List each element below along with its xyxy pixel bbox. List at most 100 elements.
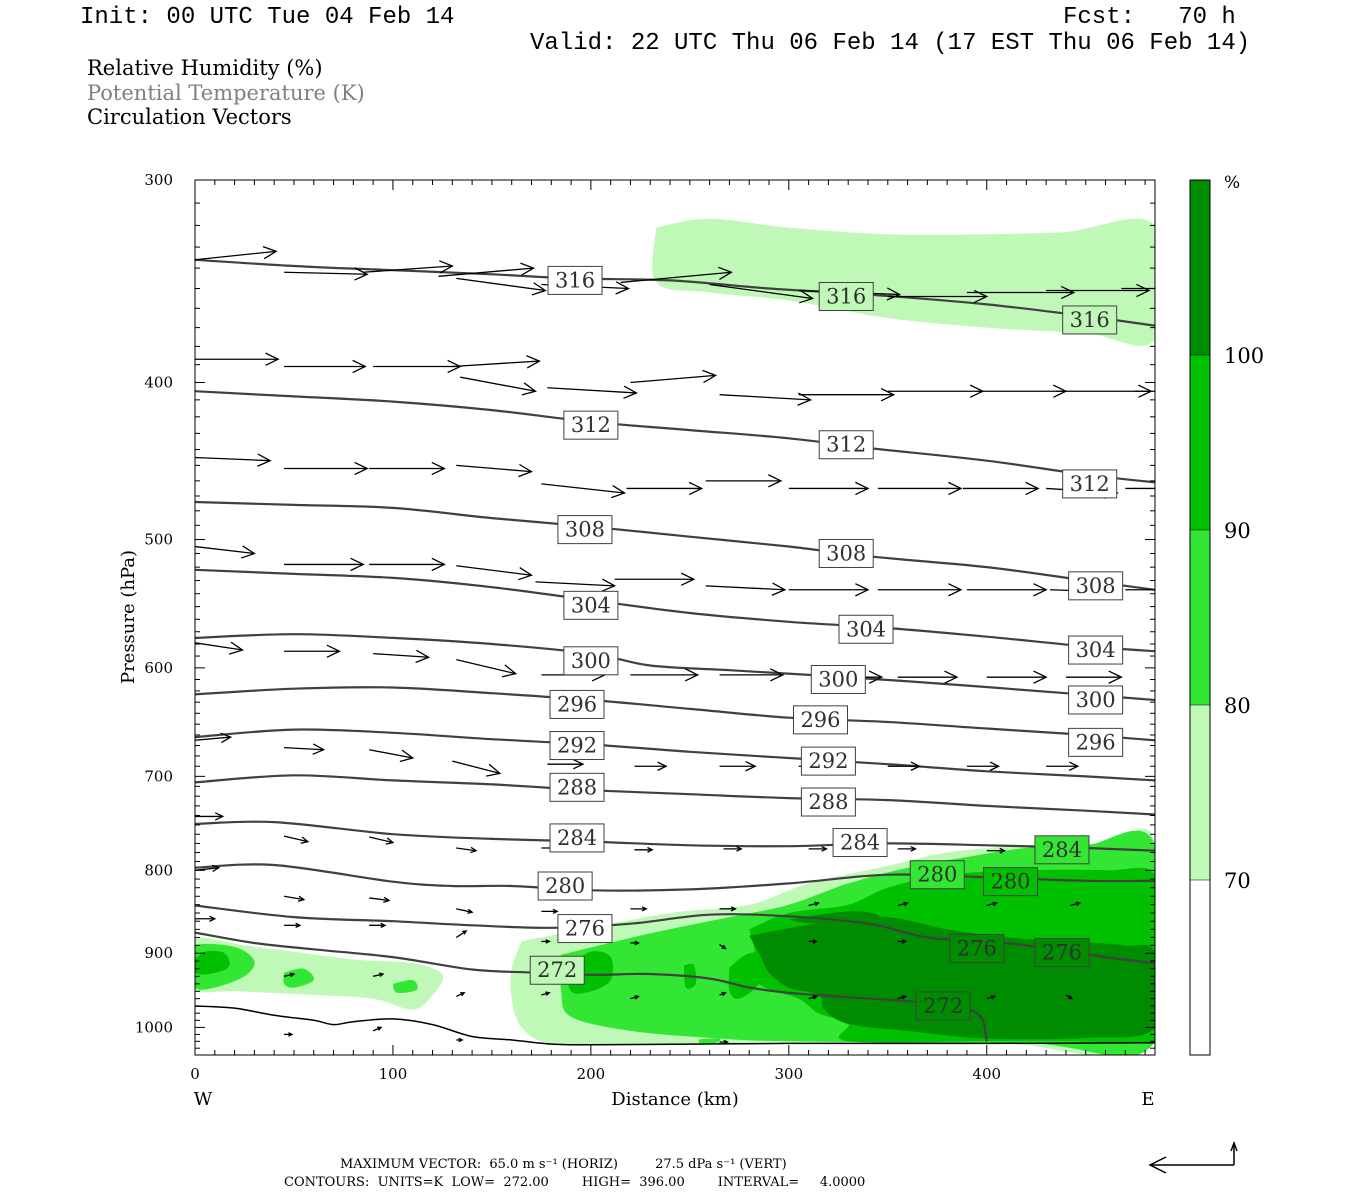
circulation-vector [808,901,820,907]
svg-text:300: 300 [1076,688,1116,712]
contour-label-272: 272 [915,991,971,1021]
contour-label-280: 280 [909,860,965,890]
y-tick-label: 400 [144,373,173,391]
circulation-vector [897,901,910,907]
circulation-vector [547,758,585,770]
contour-label-284: 284 [549,823,605,853]
contour-label-284: 284 [1034,835,1090,865]
circulation-vector [541,991,551,996]
circulation-vector [719,760,757,772]
reference-vector [1148,1140,1238,1174]
colorbar-band [1190,880,1210,1055]
theta-contour-304 [195,568,1155,653]
rh-region-80 [392,979,418,994]
rh-region-100 [788,911,880,923]
circulation-vector [456,846,478,854]
contour-label-304: 304 [1068,635,1124,665]
circulation-vector [456,463,533,478]
svg-text:280: 280 [917,863,957,887]
circulation-vector [195,732,233,744]
svg-text:316: 316 [1070,308,1110,332]
circulation-vector [788,481,870,496]
y-tick-label: 800 [144,861,173,879]
circulation-vector [887,384,985,398]
colorbar-unit-label: % [1224,173,1240,193]
circulation-vector [438,262,535,277]
contour-label-300: 300 [1068,685,1124,715]
circulation-vector [456,908,474,914]
circulation-vector [887,761,921,771]
svg-text:316: 316 [555,268,595,292]
theta-contour-316 [195,258,1155,327]
contour-label-276: 276 [949,934,1005,964]
circulation-vector [372,972,385,978]
svg-text:296: 296 [800,708,840,732]
contour-label-316: 316 [1062,305,1118,335]
svg-text:312: 312 [826,433,866,457]
theta-contour-300 [195,633,1155,702]
rh-region-70 [195,937,444,1010]
svg-text:304: 304 [1076,638,1116,662]
y-tick-label: 700 [144,767,173,785]
circulation-vector [986,901,999,907]
circulation-vector [630,940,640,946]
svg-text:308: 308 [826,541,866,565]
circulation-vector [630,906,648,912]
x-axis-right-end-label: E [1141,1089,1154,1110]
circulation-vector [897,939,908,944]
x-tick-label: 100 [379,1065,408,1083]
x-tick-label: 0 [190,1065,200,1083]
colorbar-band [1190,705,1210,880]
circulation-vector [369,836,395,845]
contour-label-284: 284 [832,828,888,858]
theta-contour-272 [195,931,988,1042]
contour-label-296: 296 [1068,727,1124,757]
circulation-vector [877,481,963,496]
svg-text:276: 276 [1042,940,1082,964]
circulation-vector [966,761,1001,771]
circulation-vector [455,930,468,938]
contour-label-272: 272 [529,955,585,985]
theta-contour-296 [195,686,1155,742]
circulation-vector [634,846,654,853]
svg-text:308: 308 [1076,574,1116,598]
y-tick-label: 500 [144,531,173,549]
circulation-vector [372,1026,383,1032]
circulation-vector [1121,287,1155,290]
circulation-vector [877,583,963,597]
circulation-vector [808,845,828,852]
contour-label-304: 304 [563,590,619,620]
contour-label-308: 308 [818,538,874,568]
colorbar-band [1190,530,1210,705]
theta-contour-292 [195,728,1155,782]
legend-relative-humidity: Relative Humidity (%) [87,56,323,80]
circulation-vector [284,922,302,928]
circulation-vector [719,392,813,406]
circulation-vector [634,761,668,771]
circulation-vector [614,572,696,586]
circulation-vector [284,359,367,374]
svg-text:280: 280 [990,870,1030,894]
contour-label-312: 312 [818,430,874,460]
circulation-vector [788,583,870,597]
circulation-vector [963,481,1040,496]
contour-label-292: 292 [549,731,605,761]
potential-temperature-contours [195,258,1155,1042]
circulation-vector [369,922,387,928]
circulation-vector [626,481,704,496]
x-tick-label: 300 [774,1065,803,1083]
circulation-vector [373,649,431,664]
circulation-vector [897,845,917,852]
colorbar-level-label: 70 [1224,869,1251,893]
circulation-vector [1065,994,1074,1000]
svg-text:272: 272 [923,994,963,1018]
contour-label-304: 304 [838,614,894,644]
svg-text:312: 312 [1070,472,1110,496]
svg-text:292: 292 [557,734,597,758]
plot-frame [194,179,1156,1056]
circulation-vector [283,835,310,844]
circulation-vector [284,1032,294,1037]
relative-humidity-fill [195,218,1155,1055]
circulation-vector [808,939,819,944]
contour-label-300: 300 [810,664,866,694]
